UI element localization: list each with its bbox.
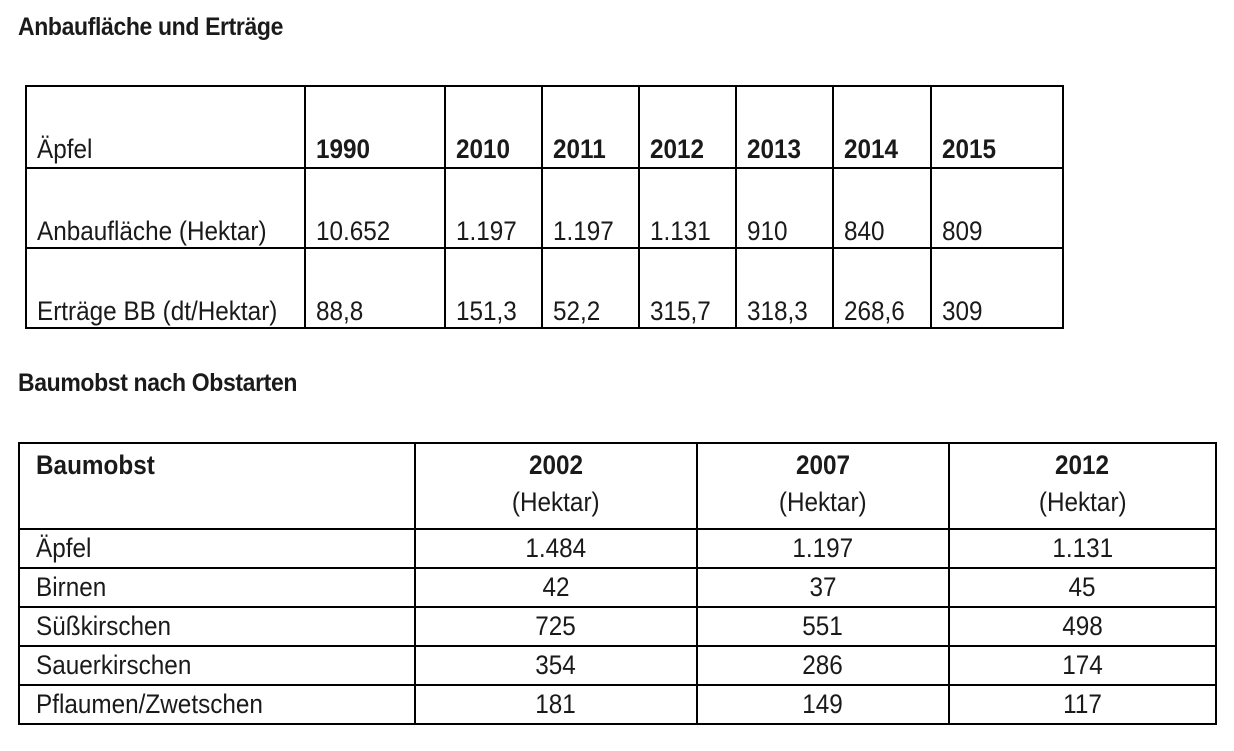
header-cell-year: 2007 (Hektar) [696, 442, 950, 530]
header-cell-year: 2013 [735, 85, 834, 169]
header-cell-year: 2014 [832, 85, 932, 169]
table-cell: 149 [696, 684, 950, 725]
section-heading-baumobst: Baumobst nach Obstarten [18, 369, 298, 397]
table-cell: 309 [930, 247, 1064, 329]
table-cell: 318,3 [735, 247, 834, 329]
header-cell-label: Baumobst [18, 442, 416, 530]
row-label-cell: Äpfel [18, 528, 416, 569]
table-row: Süßkirschen 725 551 498 [18, 606, 1217, 647]
row-label-cell: Sauerkirschen [18, 645, 416, 686]
header-year: 2002 [528, 450, 584, 480]
table-cell: 1.484 [414, 528, 698, 569]
header-cell-year: 2010 [444, 85, 543, 169]
row-label-cell: Anbaufläche (Hektar) [25, 167, 306, 249]
table-cell: 181 [414, 684, 698, 725]
header-cell-year: 2012 (Hektar) [948, 442, 1217, 530]
table-row: Äpfel 1.484 1.197 1.131 [18, 528, 1217, 569]
section-heading-anbauflaeche: Anbaufläche und Erträge [18, 13, 284, 41]
row-label-cell: Süßkirschen [18, 606, 416, 647]
row-label-cell: Erträge BB (dt/Hektar) [25, 247, 306, 329]
header-year: 2012 [1055, 450, 1110, 480]
table-cell: 315,7 [638, 247, 737, 329]
header-cell-year: 2012 [638, 85, 737, 169]
table-row: Sauerkirschen 354 286 174 [18, 645, 1217, 686]
row-label-cell: Pflaumen/Zwetschen [18, 684, 416, 725]
header-cell-year: 2015 [930, 85, 1064, 169]
table-cell: 42 [414, 567, 698, 608]
table-cell: 1.197 [541, 167, 640, 249]
table-header-row: Baumobst 2002 (Hektar) 2007 (Hektar) 201… [18, 442, 1217, 530]
table-row: Anbaufläche (Hektar) 10.652 1.197 1.197 … [25, 167, 1064, 249]
header-cell-year: 1990 [304, 85, 446, 169]
table-cell: 551 [696, 606, 950, 647]
table-cell: 910 [735, 167, 834, 249]
table-row: Birnen 42 37 45 [18, 567, 1217, 608]
table-cell: 45 [948, 567, 1217, 608]
table-cell: 286 [696, 645, 950, 686]
apple-yield-table: Äpfel 1990 2010 2011 2012 2013 2014 2015… [25, 85, 1064, 329]
table-cell: 268,6 [832, 247, 932, 329]
header-unit: (Hektar) [1038, 487, 1127, 517]
header-unit: (Hektar) [512, 487, 600, 517]
table-cell: 725 [414, 606, 698, 647]
table-row: Erträge BB (dt/Hektar) 88,8 151,3 52,2 3… [25, 247, 1064, 329]
table-cell: 88,8 [304, 247, 446, 329]
table-row: Pflaumen/Zwetschen 181 149 117 [18, 684, 1217, 725]
table-cell: 1.131 [638, 167, 737, 249]
table-cell: 151,3 [444, 247, 543, 329]
header-cell-year: 2011 [541, 85, 640, 169]
header-cell-label: Äpfel [25, 85, 306, 169]
table-cell: 52,2 [541, 247, 640, 329]
tree-fruit-table: Baumobst 2002 (Hektar) 2007 (Hektar) 201… [18, 442, 1217, 725]
header-year: 2007 [795, 450, 851, 480]
row-label-cell: Birnen [18, 567, 416, 608]
header-unit: (Hektar) [779, 487, 867, 517]
table-cell: 10.652 [304, 167, 446, 249]
table-cell: 1.197 [696, 528, 950, 569]
table-cell: 354 [414, 645, 698, 686]
table-cell: 840 [832, 167, 932, 249]
table-cell: 498 [948, 606, 1217, 647]
table-cell: 809 [930, 167, 1064, 249]
table-cell: 1.131 [948, 528, 1217, 569]
table-cell: 174 [948, 645, 1217, 686]
table-cell: 37 [696, 567, 950, 608]
table-cell: 117 [948, 684, 1217, 725]
table-header-row: Äpfel 1990 2010 2011 2012 2013 2014 2015 [25, 85, 1064, 169]
header-cell-year: 2002 (Hektar) [414, 442, 698, 530]
table-cell: 1.197 [444, 167, 543, 249]
